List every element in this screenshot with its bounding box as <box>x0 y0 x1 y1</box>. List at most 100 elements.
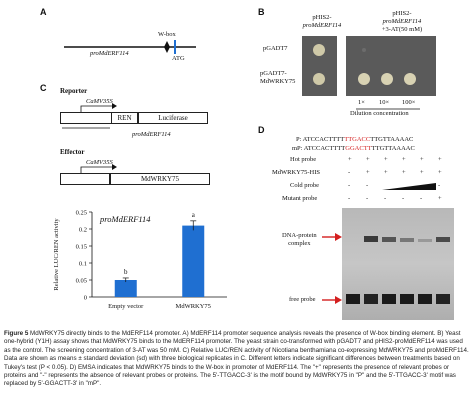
wbox-label: W-box <box>158 31 176 38</box>
free-probe-band-lane1 <box>346 294 360 304</box>
mp-probe-sequence: mP: ATCCACTTTTGGACTTTTGTTAAAAC <box>292 145 415 152</box>
mark: + <box>438 195 442 202</box>
dilution-10x: 10× <box>379 99 390 106</box>
atg-label: ATG <box>172 55 185 62</box>
effector-title: Effector <box>60 148 85 156</box>
mark: + <box>420 169 424 176</box>
col1-header-line2: proMdERF114 <box>302 22 342 29</box>
panel-d-letter: D <box>258 125 265 135</box>
yeast-plates <box>302 36 436 96</box>
colony-c1-r1 <box>313 44 325 56</box>
free-probe-band-lane6 <box>436 294 450 304</box>
caption-figure-number: Figure 5 <box>4 330 29 337</box>
p-probe-motif: TTGACC <box>344 136 371 143</box>
y-tick-label: 0.15 <box>76 243 87 250</box>
mark: + <box>384 169 388 176</box>
dilution-title: Dilution concentration <box>350 110 409 117</box>
y-tick-label: 0 <box>84 294 87 301</box>
emsa-marks: + + + + + + - + + + + + - - - - - - - - … <box>348 156 456 208</box>
luc-ren-bar-chart: 0 0.05 0.1 0.15 0.2 0.25 Relative LUC/REN acti… <box>53 209 227 310</box>
col1-header-line1: pHIS2- <box>312 14 332 21</box>
panel-a-letter: A <box>40 7 47 17</box>
bar <box>182 225 205 297</box>
reporter-title: Reporter <box>60 87 88 95</box>
bar <box>114 280 137 297</box>
mp-probe-motif: GGACTT <box>345 145 372 152</box>
complex-band-lane4 <box>400 238 414 242</box>
row-label-cold-probe: Cold probe <box>290 182 320 189</box>
ren-box: REN <box>111 112 138 124</box>
y-axis-label: Relative LUC/REN activity <box>53 218 60 291</box>
mp-probe-prefix: mP: ATCCACTTTT <box>292 145 346 152</box>
row-label-hot-probe: Hot probe <box>290 156 317 163</box>
row2-label-line1: pGADT7- <box>260 70 287 77</box>
mark: - <box>402 195 405 202</box>
gel-background <box>342 208 454 320</box>
free-probe-band-lane2 <box>364 294 378 304</box>
chart-title: proMdERF114 <box>99 214 151 224</box>
effector-arrow <box>80 164 117 175</box>
p-probe-suffix: TTGTTAAAAC <box>370 136 414 143</box>
mark: - <box>420 195 423 202</box>
colony-c1-r2 <box>313 73 325 85</box>
col2-header-line3: +3-AT(50 mM) <box>381 26 423 33</box>
cold-probe-gradient-wedge <box>382 183 436 190</box>
mark: - <box>366 182 369 189</box>
mark: - <box>438 182 441 189</box>
mp-probe-suffix: TTGTTAAAAC <box>371 145 415 152</box>
mark: - <box>348 195 351 202</box>
p-probe-prefix: P: ATCCACTTTT <box>296 136 345 143</box>
y-tick-label: 0.1 <box>79 260 87 267</box>
colony-3at-r2-10x <box>381 73 393 85</box>
mark: + <box>420 156 424 163</box>
x-tick-label: MdWRKY75 <box>176 303 211 310</box>
mark: + <box>366 169 370 176</box>
mark: + <box>438 169 442 176</box>
wbox-marker <box>164 41 170 53</box>
caption-text: MdWRKY75 directly binds to the MdERF114 … <box>4 330 469 388</box>
mark: + <box>402 156 406 163</box>
col2-header: pHIS2- proMdERF114 +3-AT(50 mM) <box>362 10 442 34</box>
free-probe-band-lane3 <box>382 294 396 304</box>
col2-header-line1: pHIS2- <box>392 10 412 17</box>
complex-label: DNA-protein complex <box>282 232 317 248</box>
promoter2-label: proMdERF114 <box>132 131 171 138</box>
promoter-diagram <box>64 40 196 54</box>
plate-3at <box>346 36 436 96</box>
y-tick-label: 0.05 <box>76 277 87 284</box>
row-label-mutant-probe: Mutant probe <box>282 195 318 202</box>
luciferase-box: Luciferase <box>138 112 208 124</box>
mark: - <box>348 169 351 176</box>
colony-3at-r2-1x <box>358 73 370 85</box>
dilution-100x: 100× <box>402 99 416 106</box>
reporter-promoter-arrow <box>62 127 110 129</box>
mark: + <box>348 156 352 163</box>
reporter-arrow <box>80 103 117 114</box>
colony-3at-r1-faint <box>362 48 366 52</box>
y-tick-label: 0.25 <box>76 209 87 216</box>
free-probe-label: free probe <box>289 296 316 303</box>
significance-letter: a <box>192 211 196 219</box>
free-probe-band-lane4 <box>400 294 414 304</box>
promoter3-label: CaMV35S <box>86 159 113 166</box>
complex-band-lane6 <box>436 237 450 242</box>
mark: + <box>402 169 406 176</box>
colony-3at-r2-100x <box>404 73 416 85</box>
y-tick-label: 0.2 <box>79 226 87 233</box>
complex-arrow <box>322 233 342 241</box>
mark: - <box>384 195 387 202</box>
mark: - <box>348 182 351 189</box>
panel-b-letter: B <box>258 7 265 17</box>
figure-caption: Figure 5 MdWRKY75 directly binds to the … <box>4 330 470 389</box>
mark: + <box>438 156 442 163</box>
promoter1-label: CaMV35S <box>86 98 113 105</box>
atg-marker <box>174 40 176 54</box>
col1-header: pHIS2- proMdERF114 <box>292 14 352 30</box>
complex-label-line2: complex <box>288 240 311 247</box>
complex-label-line1: DNA-protein <box>282 232 317 239</box>
row1-label: pGADT7 <box>263 45 288 52</box>
mark: - <box>366 195 369 202</box>
dilution-axis <box>356 108 420 110</box>
free-probe-arrow <box>322 296 342 304</box>
promoter-label: proMdERF114 <box>90 50 129 57</box>
